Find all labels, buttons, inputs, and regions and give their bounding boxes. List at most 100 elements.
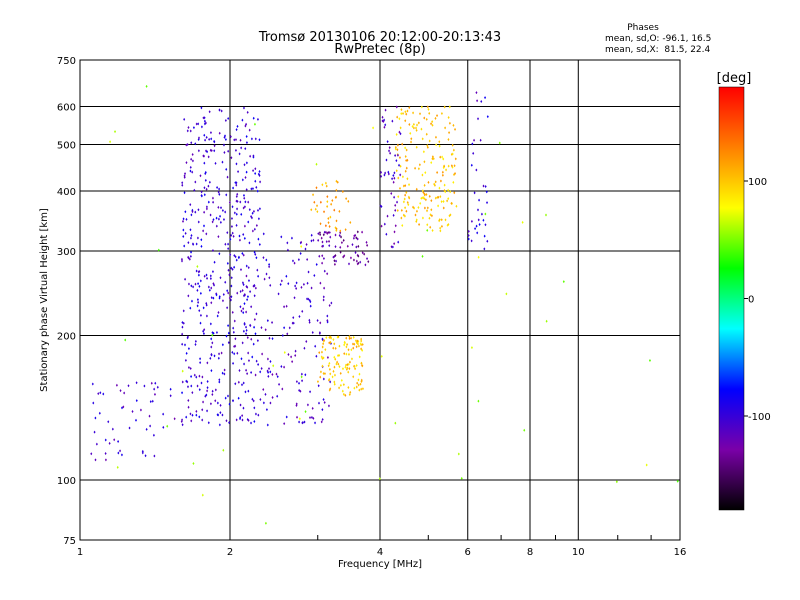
- echo-point: [521, 220, 524, 224]
- echo-point: [328, 230, 331, 234]
- echo-point: [195, 413, 198, 417]
- echo-point: [335, 195, 338, 199]
- echo-point: [365, 240, 368, 244]
- echo-point: [90, 452, 93, 456]
- echo-point: [449, 190, 452, 194]
- echo-point: [252, 116, 255, 120]
- echo-point: [94, 416, 97, 420]
- echo-point: [437, 195, 440, 199]
- echo-point: [223, 372, 226, 376]
- echo-point: [232, 361, 235, 365]
- echo-point: [350, 357, 353, 361]
- echo-point: [326, 195, 329, 199]
- echo-point: [332, 338, 335, 342]
- echo-point: [108, 441, 111, 445]
- echo-point: [210, 301, 213, 305]
- echo-point: [415, 218, 418, 222]
- echo-point: [304, 373, 307, 377]
- echo-point: [319, 375, 322, 379]
- echo-point: [251, 211, 254, 215]
- echo-point: [312, 238, 315, 242]
- x-axis-ticks: 1 2 4 6 8 10 16: [77, 547, 687, 558]
- echo-point: [202, 224, 205, 228]
- echo-point: [345, 197, 348, 201]
- echo-point: [265, 408, 268, 412]
- echo-point: [226, 306, 229, 310]
- echo-point: [217, 217, 220, 221]
- echo-point: [189, 203, 192, 207]
- echo-point: [334, 357, 337, 361]
- echo-point: [317, 238, 320, 242]
- echo-point: [182, 217, 185, 221]
- echo-point: [209, 402, 212, 406]
- echo-point: [187, 399, 190, 403]
- echo-point: [243, 302, 246, 306]
- echo-point: [218, 187, 221, 191]
- echo-point: [190, 374, 193, 378]
- echo-point: [329, 235, 332, 239]
- echo-point: [230, 276, 233, 280]
- echo-point: [448, 121, 451, 125]
- echo-point: [407, 195, 410, 199]
- echo-point: [320, 236, 323, 240]
- echo-point: [187, 255, 190, 259]
- echo-point: [196, 288, 199, 292]
- echo-point: [473, 138, 476, 142]
- echo-point: [437, 204, 440, 208]
- echo-point: [224, 280, 227, 284]
- echo-point: [438, 186, 441, 190]
- echo-point: [216, 314, 219, 318]
- echo-point: [212, 296, 215, 300]
- echo-point: [248, 241, 251, 245]
- echo-point: [434, 135, 437, 139]
- echo-point: [238, 368, 241, 372]
- echo-point: [329, 372, 332, 376]
- echo-point: [343, 352, 346, 356]
- echo-point: [384, 123, 387, 127]
- echo-point: [210, 345, 213, 349]
- echo-point: [478, 222, 481, 226]
- echo-point: [249, 154, 252, 158]
- echo-point: [98, 411, 101, 415]
- echo-point: [406, 200, 409, 204]
- echo-point: [338, 365, 341, 369]
- echo-point: [309, 390, 312, 394]
- echo-point: [185, 217, 188, 221]
- echo-point: [242, 106, 245, 110]
- echo-point: [452, 180, 455, 184]
- echo-point: [169, 387, 172, 391]
- echo-point: [205, 187, 208, 191]
- echo-point: [483, 247, 486, 251]
- echo-point: [198, 309, 201, 313]
- echo-point: [310, 415, 313, 419]
- y-tick-label: 750: [57, 56, 76, 67]
- echo-point: [474, 227, 477, 231]
- echo-point: [319, 222, 322, 226]
- echo-point: [209, 148, 212, 152]
- echo-point: [124, 338, 127, 342]
- echo-point: [230, 225, 233, 229]
- echo-point: [225, 419, 228, 423]
- echo-point: [217, 205, 220, 209]
- echo-point: [355, 345, 358, 349]
- echo-point: [298, 417, 301, 421]
- echo-point: [305, 242, 308, 246]
- echo-point: [245, 328, 248, 332]
- phase-stats-o: mean, sd,O: -96.1, 16.5: [605, 34, 711, 44]
- echo-point: [233, 211, 236, 215]
- echo-point: [235, 128, 238, 132]
- echo-point: [443, 183, 446, 187]
- echo-point: [306, 281, 309, 285]
- echo-point: [268, 367, 271, 371]
- echo-point: [353, 364, 356, 368]
- echo-point: [320, 420, 323, 424]
- echo-point: [217, 311, 220, 315]
- echo-point: [329, 335, 332, 339]
- echo-point: [344, 393, 347, 397]
- echo-point: [149, 424, 152, 428]
- echo-point: [326, 314, 329, 318]
- echo-point: [434, 196, 437, 200]
- echo-point: [400, 216, 403, 220]
- echo-point: [202, 154, 205, 158]
- echo-point: [450, 164, 453, 168]
